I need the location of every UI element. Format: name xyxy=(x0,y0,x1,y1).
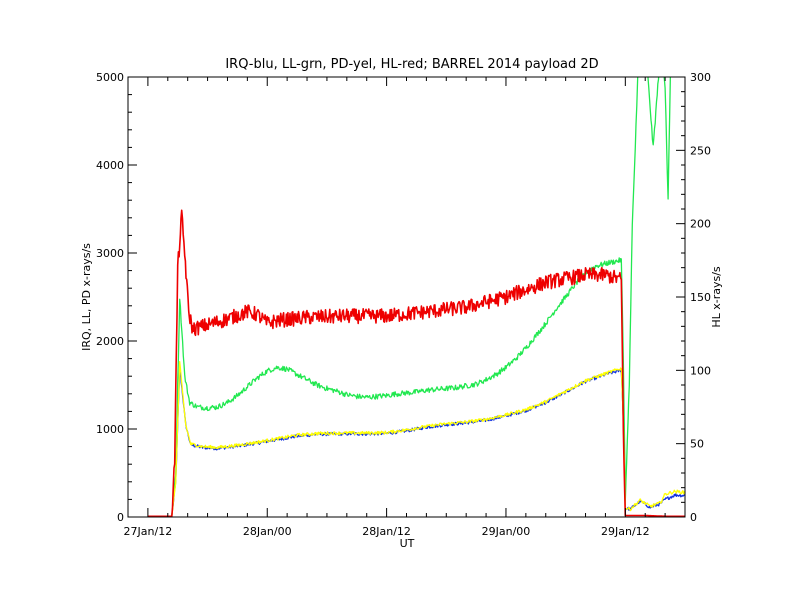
x-axis-label: UT xyxy=(400,537,415,550)
y2-axis-label: HL x-rays/s xyxy=(710,266,723,328)
y-tick-label: 0 xyxy=(117,511,124,524)
series-line-2 xyxy=(147,361,685,517)
y2-tick-label: 200 xyxy=(690,218,711,231)
axes-layer: 27Jan/12 28Jan/00 28Jan/12 29Jan/00 29Jan/12… xyxy=(96,71,711,538)
y2-tick-label: 300 xyxy=(690,71,711,84)
y2-tick-label: 250 xyxy=(690,144,711,157)
y-axis-label: IRQ, LL, PD x-rays/s xyxy=(80,243,93,351)
x-tick-label: 28Jan/12 xyxy=(362,525,411,538)
y2-tick-label: 150 xyxy=(690,291,711,304)
series-line-3 xyxy=(147,209,685,517)
x-tick-label: 29Jan/00 xyxy=(482,525,531,538)
y-tick-label: 4000 xyxy=(96,159,124,172)
x-tick-label: 29Jan/12 xyxy=(601,525,650,538)
y-tick-label: 3000 xyxy=(96,247,124,260)
y-tick-label: 2000 xyxy=(96,335,124,348)
y2-tick-label: 0 xyxy=(690,511,697,524)
y2-tick-label: 100 xyxy=(690,364,711,377)
y-tick-label: 5000 xyxy=(96,71,124,84)
series-line-1 xyxy=(147,77,672,517)
y-tick-label: 1000 xyxy=(96,423,124,436)
x-tick-label: 28Jan/00 xyxy=(243,525,292,538)
y2-tick-label: 50 xyxy=(690,438,704,451)
data-layer xyxy=(147,77,685,517)
chart-title: IRQ-blu, LL-grn, PD-yel, HL-red; BARREL … xyxy=(225,57,598,72)
x-tick-label: 27Jan/12 xyxy=(124,525,173,538)
